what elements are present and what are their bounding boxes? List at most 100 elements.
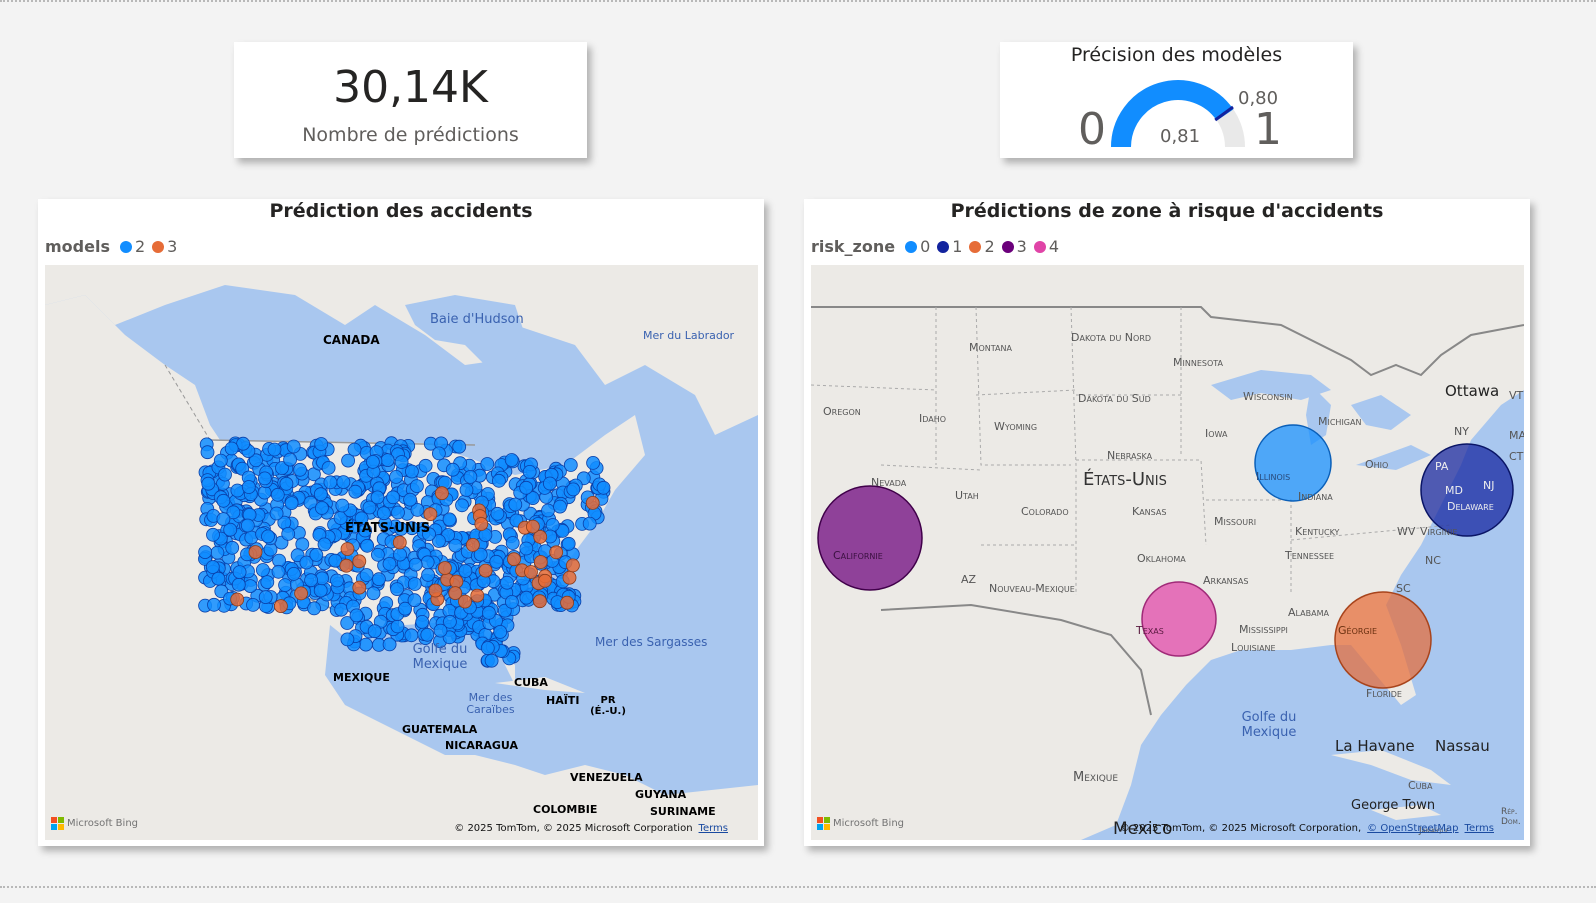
- map1-point-model-2: [566, 482, 581, 497]
- map1-point-model-2: [433, 623, 448, 638]
- map2-label-sc: SC: [1396, 582, 1411, 595]
- map1-point-model-3: [524, 565, 538, 579]
- map1-legend-item[interactable]: 3: [152, 237, 177, 256]
- map2-risk-bubble-zone-4: [1141, 581, 1217, 657]
- map1-point-model-2: [299, 555, 314, 570]
- map2-risk-bubble-zone-0: [1254, 424, 1332, 502]
- map1-point-model-2: [386, 490, 401, 505]
- map1-legend-title: models: [45, 237, 110, 256]
- map1-point-model-2: [340, 632, 355, 647]
- map1-point-model-3: [470, 588, 485, 603]
- map2-label-ohio: Ohio: [1365, 458, 1389, 471]
- map1-point-model-2: [284, 496, 299, 511]
- map1-point-model-3: [340, 542, 355, 556]
- map2-legend-item[interactable]: 0: [905, 237, 930, 256]
- map1-point-model-2: [481, 605, 496, 620]
- map1-point-model-2: [519, 480, 534, 495]
- map2-label-rep: Rép. Dom.: [1501, 807, 1521, 827]
- map2-label-mississippi: Mississippi: [1239, 623, 1288, 636]
- copyright-text: © 2025 TomTom, © 2025 Microsoft Corporat…: [454, 823, 693, 834]
- map1-point-model-2: [389, 469, 404, 484]
- map1-point-model-2: [243, 579, 258, 594]
- map1-point-model-3: [230, 592, 245, 607]
- gauge-target-marker: [1214, 105, 1234, 122]
- map1-point-model-2: [420, 555, 435, 570]
- map2-risk-bubble-zone-2: [1334, 591, 1432, 689]
- map1-point-model-3: [465, 537, 480, 552]
- map1-point-model-2: [366, 586, 381, 601]
- map1-point-model-3: [478, 563, 493, 578]
- map1-point-model-2: [431, 534, 446, 548]
- map1-point-model-2: [275, 461, 289, 475]
- map1-point-model-2: [442, 614, 457, 629]
- map1-point-model-2: [504, 453, 519, 467]
- map1-label-sargasso: Mer des Sargasses: [595, 635, 708, 649]
- map2-legend-item[interactable]: 3: [1001, 237, 1027, 256]
- map1-point-model-2: [240, 518, 255, 533]
- map1-point-model-2: [230, 483, 245, 498]
- map1-point-model-2: [415, 614, 430, 629]
- copyright-text: © 2025 TomTom, © 2025 Microsoft Corporat…: [1119, 823, 1362, 834]
- map1-point-model-2: [354, 511, 369, 526]
- map1-point-model-3: [533, 529, 548, 544]
- map1-point-model-2: [376, 506, 391, 521]
- legend-dot: [969, 240, 982, 253]
- map1-point-model-2: [367, 624, 382, 639]
- map1-point-model-3: [294, 586, 309, 601]
- map2-label-mexico-city: Mexico: [1113, 819, 1173, 839]
- map1-legend-item[interactable]: 2: [119, 237, 145, 256]
- map1-point-model-2: [409, 479, 424, 494]
- map2-bing-attribution: Microsoft Bing: [817, 817, 904, 830]
- map1-point-model-2: [314, 437, 329, 451]
- map1-point-model-2: [452, 439, 467, 454]
- map2-label-missouri: Missouri: [1214, 515, 1257, 528]
- map1-copyright: © 2025 TomTom, © 2025 Microsoft Corporat…: [454, 823, 728, 834]
- map2-label-ottawa: Ottawa: [1445, 382, 1500, 400]
- map1-point-model-2: [493, 624, 508, 639]
- map2-label-arkansas: Arkansas: [1203, 574, 1249, 587]
- map1-point-model-2: [334, 602, 349, 617]
- map1-canvas[interactable]: CANADA Baie d'Hudson Mer du Labrador Gol…: [45, 265, 758, 840]
- risk-zone-map-visual[interactable]: Prédictions de zone à risque d'accidents…: [804, 199, 1530, 846]
- map1-point-model-3: [458, 594, 472, 609]
- map2-label-havana: La Havane: [1335, 737, 1415, 755]
- map2-label-newmex: Nouveau-Mexique: [989, 582, 1075, 595]
- map2-risk-bubble-zone-3: [817, 485, 923, 591]
- map2-label-oregon: Oregon: [823, 405, 861, 418]
- map1-label-hudson: Baie d'Hudson: [430, 312, 524, 327]
- map1-point-model-2: [210, 545, 225, 560]
- map2-label-md: MD: [1445, 484, 1463, 497]
- map2-label-georgetown: George Town: [1351, 798, 1436, 813]
- map1-point-model-2: [359, 568, 374, 582]
- microsoft-logo-icon: [51, 817, 64, 830]
- map1-point-model-2: [480, 457, 495, 471]
- top-divider: [0, 0, 1596, 2]
- map1-point-model-2: [330, 573, 344, 588]
- map1-point-model-2: [321, 460, 336, 475]
- map2-canvas[interactable]: Montana Dakota du Nord Minnesota Oregon …: [811, 265, 1524, 840]
- map1-point-model-2: [267, 442, 282, 457]
- map1-point-model-2: [358, 637, 373, 652]
- map1-point-model-2: [393, 547, 407, 562]
- map1-point-model-2: [223, 522, 238, 537]
- map1-point-model-2: [313, 583, 328, 598]
- terms-link[interactable]: Terms: [1464, 823, 1494, 834]
- map2-label-ma: MA: [1509, 429, 1524, 442]
- map1-point-model-2: [459, 483, 474, 497]
- map2-risk-bubble-zone-1: [1420, 443, 1514, 537]
- gauge-card[interactable]: Précision des modèles 0 1 0,81 0,80: [1000, 42, 1353, 158]
- accident-prediction-map-visual[interactable]: Prédiction des accidents models 2 3 CANA…: [38, 199, 764, 846]
- legend-label: 0: [920, 237, 931, 256]
- map1-point-model-3: [538, 573, 552, 588]
- kpi-card[interactable]: 30,14K Nombre de prédictions: [234, 42, 587, 158]
- map1-point-model-3: [423, 507, 438, 522]
- map2-legend-item[interactable]: 4: [1033, 237, 1059, 256]
- map2-label-nj: NJ: [1483, 479, 1495, 492]
- map2-legend-item[interactable]: 2: [969, 237, 995, 256]
- map1-point-model-2: [404, 628, 419, 643]
- map2-legend-item[interactable]: 1: [937, 237, 962, 256]
- osm-link[interactable]: © OpenStreetMap: [1367, 823, 1459, 834]
- map1-point-model-2: [463, 469, 478, 484]
- terms-link[interactable]: Terms: [698, 823, 728, 834]
- map1-point-model-3: [352, 580, 367, 595]
